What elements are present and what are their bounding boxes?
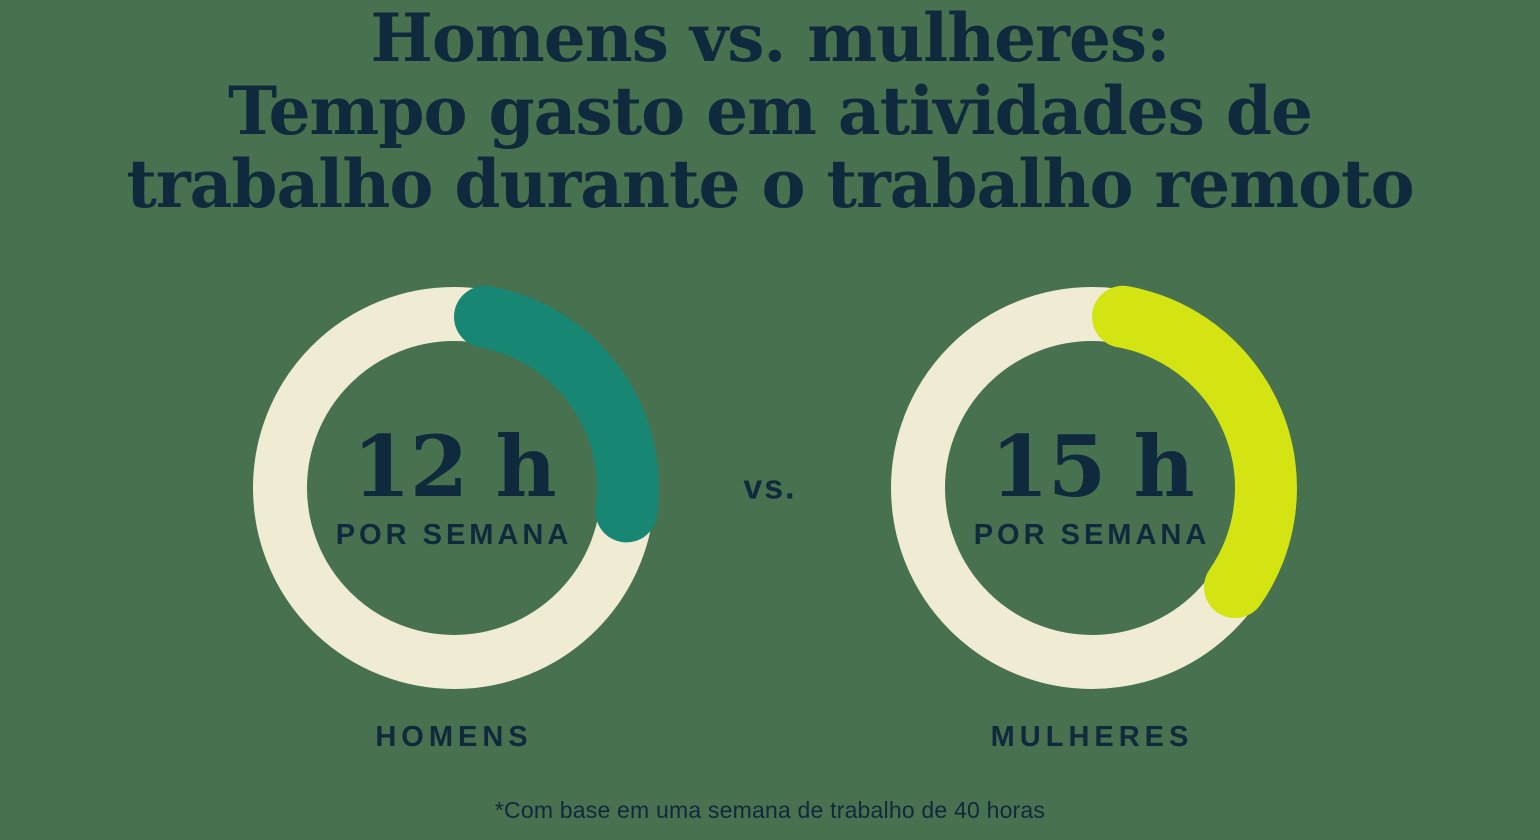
hours-value: 15 h bbox=[990, 416, 1194, 516]
donut-svg-mulheres bbox=[891, 285, 1297, 689]
hours-value: 12 h bbox=[352, 416, 556, 516]
hours-caption: POR SEMANA bbox=[335, 518, 573, 551]
title-line-2: Tempo gasto em atividades de bbox=[228, 72, 1313, 150]
footnote: *Com base em uma semana de trabalho de 4… bbox=[494, 797, 1046, 823]
donut-value-arc-homens bbox=[454, 285, 659, 543]
page-title: Homens vs. mulheres: Tempo gasto em ativ… bbox=[0, 2, 1540, 221]
donut-value-arc-mulheres bbox=[1092, 285, 1297, 619]
title-line-1: Homens vs. mulheres: bbox=[370, 0, 1171, 77]
title-line-3: trabalho durante o trabalho remoto bbox=[126, 145, 1414, 223]
donut-svg-homens bbox=[253, 285, 659, 689]
donut-chart-homens: 12 h POR SEMANA HOMENS bbox=[244, 278, 664, 768]
donut-chart-mulheres: 15 h POR SEMANA MULHERES bbox=[882, 278, 1302, 768]
group-label-mulheres: MULHERES bbox=[990, 721, 1194, 753]
donut-center-homens: 12 h POR SEMANA bbox=[244, 278, 664, 698]
vs-label: vs. bbox=[743, 468, 797, 507]
hours-caption: POR SEMANA bbox=[973, 518, 1211, 551]
donut-center-mulheres: 15 h POR SEMANA bbox=[882, 278, 1302, 698]
group-label-homens: HOMENS bbox=[375, 721, 533, 753]
